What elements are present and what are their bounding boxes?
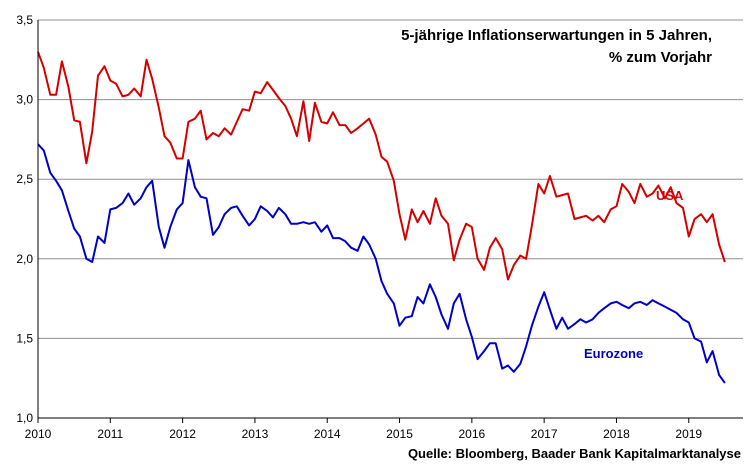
y-tick-label: 1,5 — [16, 331, 33, 345]
source-note: Quelle: Bloomberg, Baader Bank Kapitalma… — [408, 446, 741, 461]
x-tick-label: 2011 — [97, 427, 123, 441]
x-tick-label: 2010 — [25, 427, 52, 441]
y-tick-label: 3,5 — [16, 13, 33, 27]
series-line-usa — [37, 51, 726, 281]
x-tick-label: 2017 — [531, 427, 558, 441]
x-tick-label: 2014 — [314, 427, 341, 441]
y-tick-label: 1,0 — [16, 411, 33, 425]
y-tick-label: 2,0 — [16, 252, 33, 266]
x-tick-label: 2012 — [169, 427, 196, 441]
chart-title-line-2: % zum Vorjahr — [609, 49, 712, 66]
y-tick-label: 3,0 — [16, 93, 33, 107]
series-lines — [37, 51, 726, 384]
series-label-usa: USA — [656, 188, 684, 203]
y-tick-label: 2,5 — [16, 172, 33, 186]
series-line-eurozone — [37, 143, 726, 384]
series-label-eurozone: Eurozone — [584, 346, 643, 361]
x-tick-label: 2019 — [675, 427, 702, 441]
chart-title-line-1: 5-jährige Inflationserwartungen in 5 Jah… — [401, 27, 712, 44]
x-tick-label: 2015 — [386, 427, 413, 441]
gridlines — [38, 19, 743, 339]
axes — [37, 20, 743, 423]
x-tick-label: 2016 — [458, 427, 485, 441]
x-tick-label: 2013 — [242, 427, 269, 441]
x-tick-label: 2018 — [603, 427, 630, 441]
tick-labels: 1,0 1,5 2,0 2,5 3,0 3,5 2010 2011 2012 2013 2014 20… — [16, 13, 702, 441]
